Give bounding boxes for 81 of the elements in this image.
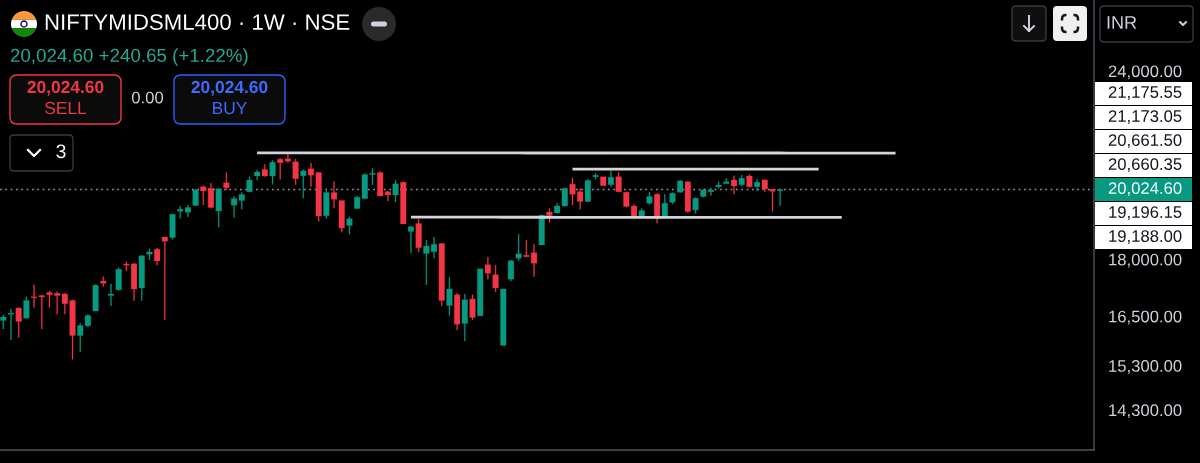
annotation: 0.00 (131, 91, 164, 104)
candlestick (538, 214, 545, 246)
candlestick (746, 174, 753, 188)
candlestick (0, 314, 7, 330)
candlestick (454, 293, 461, 331)
candlestick (407, 225, 414, 253)
candlestick (438, 243, 445, 307)
candlestick (269, 160, 276, 185)
candlestick (161, 236, 168, 320)
candlestick (108, 283, 114, 307)
candlestick (715, 181, 722, 189)
candlestick (115, 267, 122, 291)
candlestick (677, 179, 684, 193)
annotation: 20,024.60 (27, 80, 104, 96)
candlestick (446, 277, 453, 316)
candlestick (507, 259, 514, 282)
candlestick (723, 178, 730, 184)
candlestick (477, 268, 484, 317)
candlestick (92, 284, 99, 312)
candlestick (638, 208, 645, 218)
annotation: BUY (213, 102, 247, 115)
candlestick (754, 179, 761, 191)
y-tick-label: 18,000.00 (1109, 253, 1182, 268)
candlestick (400, 181, 407, 225)
candlestick (261, 164, 268, 177)
candlestick (346, 216, 353, 235)
candlestick (669, 192, 676, 205)
annotation: 3 (56, 144, 66, 159)
annotation: SELL (45, 101, 87, 115)
candlestick (392, 179, 399, 203)
candlestick (731, 175, 738, 195)
candlestick (300, 169, 307, 199)
candlestick (146, 248, 153, 261)
candlestick (254, 169, 261, 181)
y-tick-label: 24,000.00 (1108, 65, 1182, 80)
candlestick (23, 296, 30, 319)
candlestick (684, 181, 691, 213)
text: 19,188.00 (1109, 230, 1182, 244)
text: 21,175.55 (1108, 86, 1182, 100)
text: 20,024.60 +240.65 (+1.22%) (10, 48, 248, 66)
candlestick (15, 307, 22, 338)
candlestick (169, 213, 176, 240)
text: 21,173.05 (1108, 110, 1182, 124)
text: INR (1107, 16, 1137, 29)
candlestick (323, 190, 330, 219)
chart-title: NIFTYMIDSML400 · 1W · NSE (45, 14, 350, 30)
candlestick (515, 234, 522, 261)
text: 19,196.15 (1109, 206, 1182, 220)
candlestick (484, 256, 491, 280)
candlestick (738, 174, 745, 187)
y-tick-label: 15,300.00 (1109, 360, 1182, 374)
candlestick (215, 188, 222, 228)
candlestick (500, 288, 507, 346)
y-tick-label: 16,500.00 (1109, 310, 1182, 325)
candlestick (692, 197, 699, 214)
candlestick (646, 191, 653, 205)
candlestick (138, 255, 145, 301)
candlestick (592, 173, 599, 180)
candlestick (600, 176, 607, 186)
candlestick (154, 247, 161, 266)
candlestick (246, 176, 253, 193)
text: 20,660.35 (1108, 158, 1182, 172)
candlestick (100, 276, 107, 287)
candlestick (661, 194, 668, 217)
candlestick (223, 172, 230, 191)
candlestick (777, 189, 784, 206)
ref-line-label: 20,024.60 (1108, 182, 1182, 196)
annotation: 20,024.60 (191, 80, 268, 96)
candlestick (415, 218, 422, 253)
candlestick (461, 293, 468, 342)
candlestick (192, 188, 199, 207)
candlestick (607, 170, 614, 187)
candlestick (492, 264, 499, 293)
candlestick (338, 200, 345, 233)
candlestick (615, 172, 622, 193)
candlestick (8, 308, 14, 341)
y-tick-label: 14,300.00 (1109, 404, 1182, 419)
candlestick (469, 294, 476, 320)
text: 20,661.50 (1108, 134, 1182, 148)
candlestick (584, 178, 591, 203)
candlestick (331, 181, 338, 209)
